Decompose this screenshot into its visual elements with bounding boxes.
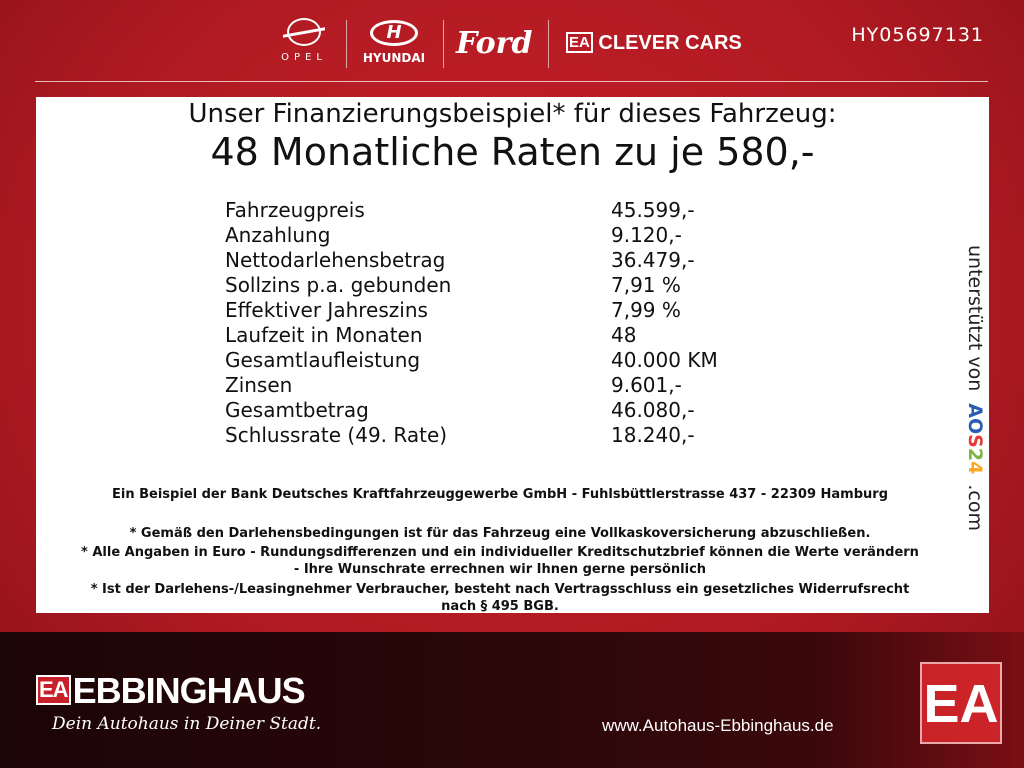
header: OPEL H HYUNDAI Ford EA CLEVER CARS HY056… [0, 0, 1024, 82]
bank-note: Ein Beispiel der Bank Deutsches Kraftfah… [111, 487, 889, 502]
hyundai-h-icon: H [370, 20, 418, 46]
dealer-website: www.Autohaus-Ebbinghaus.de [602, 716, 834, 735]
opel-bolt-icon [283, 18, 325, 46]
divider [346, 20, 347, 68]
footnote: * Ist der Darlehens-/Leasingnehmer Verbr… [90, 582, 910, 597]
table-row: Anzahlung 9.120,- [225, 223, 682, 247]
footnote: * Alle Angaben in Euro - Rundungsdiffere… [81, 545, 919, 560]
table-row: Laufzeit in Monaten 48 [225, 323, 637, 347]
table-row: Effektiver Jahreszins 7,99 % [225, 298, 681, 322]
aos24-support-label: unterstützt von AOS24 .com [964, 245, 986, 531]
table-row: Nettodarlehensbetrag 36.479,- [225, 248, 695, 272]
financing-table: Fahrzeugpreis 45.599,- Anzahlung 9.120,- N… [225, 198, 745, 448]
offer-title: Unser Finanzierungsbeispiel* für dieses … [188, 99, 837, 129]
financing-panel: Unser Finanzierungsbeispiel* für dieses … [36, 97, 989, 614]
table-row: Zinsen 9.601,- [225, 373, 682, 397]
offer-headline: 48 Monatliche Raten zu je 580,- [210, 130, 815, 174]
clever-cars-logo: EA CLEVER CARS [566, 32, 742, 55]
table-row: Gesamtlaufleistung 40.000 KM [225, 348, 718, 372]
vehicle-code: HY05697131 [851, 24, 984, 46]
ebbinghaus-logo: EA EBBINGHAUS [36, 670, 306, 712]
table-row: Fahrzeugpreis 45.599,- [225, 198, 695, 222]
table-row: Sollzins p.a. gebunden 7,91 % [225, 273, 681, 297]
footnote: * Gemäß den Darlehensbedingungen ist für… [129, 526, 871, 541]
divider [548, 20, 549, 68]
table-row: Gesamtbetrag 46.080,- [225, 398, 695, 422]
footnote: - Ihre Wunschrate errechnen wir Ihnen ge… [293, 562, 707, 577]
hyundai-logo: H HYUNDAI [362, 20, 426, 65]
footer-banner: EA EBBINGHAUS Dein Autohaus in Deiner Sta… [0, 632, 1024, 768]
aos24-logo: AOS24 [964, 403, 986, 475]
ea-emblem: EA [920, 662, 1002, 744]
table-row: Schlussrate (49. Rate) 18.240,- [225, 423, 695, 447]
dealer-slogan: Dein Autohaus in Deiner Stadt. [52, 714, 322, 734]
footnote: nach § 495 BGB. [441, 599, 559, 614]
divider [443, 20, 444, 68]
header-divider [35, 81, 988, 82]
ford-logo: Ford [456, 26, 533, 61]
opel-logo: OPEL [276, 18, 332, 63]
